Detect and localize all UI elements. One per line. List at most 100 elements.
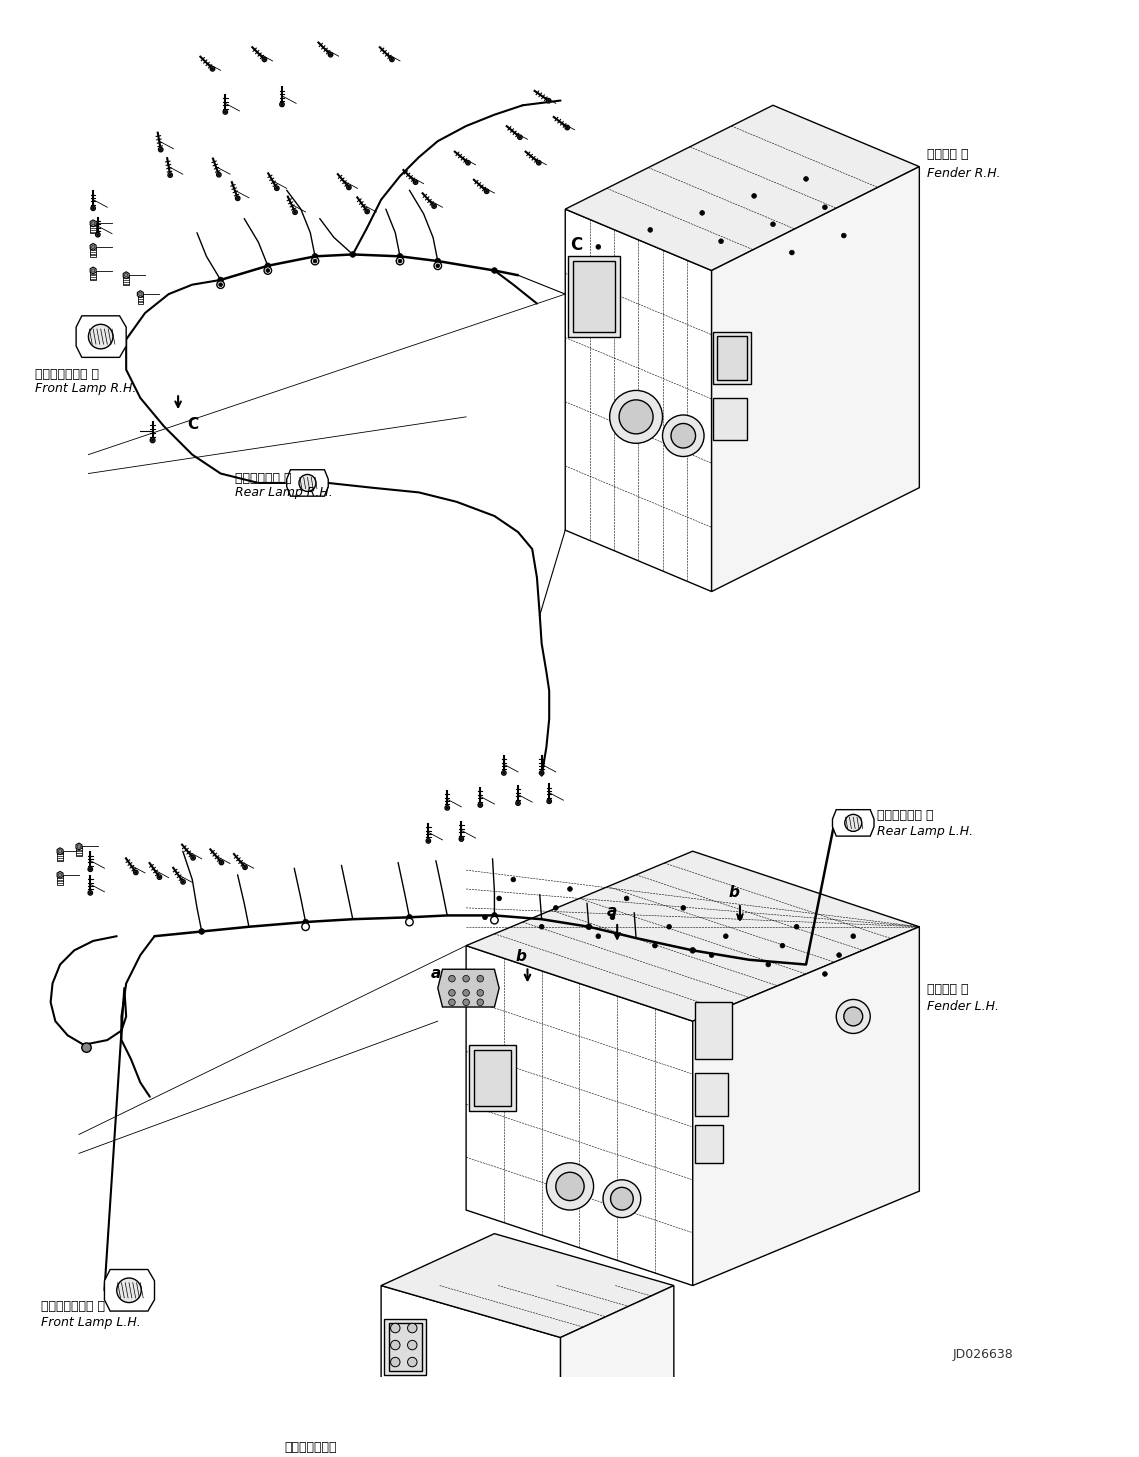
Circle shape [653, 943, 657, 949]
Circle shape [449, 975, 456, 982]
Bar [695, 1125, 723, 1163]
Circle shape [405, 918, 413, 925]
Polygon shape [57, 871, 63, 879]
Polygon shape [76, 847, 82, 857]
Circle shape [280, 102, 285, 106]
Circle shape [264, 267, 271, 274]
Circle shape [391, 1323, 400, 1333]
Bar [469, 1045, 516, 1110]
Circle shape [671, 424, 696, 447]
Circle shape [243, 865, 247, 870]
Text: リヤーランプ 右: リヤーランプ 右 [235, 472, 292, 485]
Circle shape [554, 905, 558, 911]
Polygon shape [565, 210, 712, 592]
Circle shape [432, 204, 436, 208]
Circle shape [216, 281, 224, 288]
Circle shape [466, 160, 470, 165]
Circle shape [434, 262, 442, 270]
Circle shape [263, 58, 265, 61]
Circle shape [413, 181, 418, 185]
Circle shape [699, 211, 705, 216]
Circle shape [408, 1323, 417, 1333]
Circle shape [624, 896, 629, 900]
Circle shape [567, 887, 572, 892]
Circle shape [789, 251, 794, 255]
Circle shape [224, 111, 227, 114]
Circle shape [427, 839, 429, 842]
Polygon shape [138, 294, 144, 305]
Text: フェンダ 左: フェンダ 左 [927, 983, 968, 997]
Circle shape [491, 916, 498, 924]
Circle shape [603, 1180, 641, 1218]
Circle shape [391, 1358, 400, 1367]
Polygon shape [57, 874, 63, 884]
Circle shape [262, 57, 267, 61]
Circle shape [611, 915, 615, 919]
Circle shape [539, 924, 544, 930]
Bar [388, 1323, 421, 1371]
Circle shape [794, 924, 798, 930]
Circle shape [492, 268, 498, 274]
Circle shape [723, 934, 728, 938]
Circle shape [298, 475, 316, 491]
Circle shape [294, 211, 296, 213]
Circle shape [609, 390, 663, 443]
Circle shape [124, 274, 128, 277]
Circle shape [216, 172, 221, 176]
Circle shape [350, 252, 355, 258]
Circle shape [399, 259, 402, 262]
Circle shape [497, 896, 501, 900]
Circle shape [364, 210, 369, 214]
Circle shape [89, 868, 91, 870]
Circle shape [771, 221, 776, 227]
Circle shape [842, 233, 846, 237]
Circle shape [407, 915, 412, 921]
Circle shape [477, 1000, 484, 1005]
Circle shape [492, 912, 498, 918]
Circle shape [765, 962, 771, 967]
Circle shape [223, 109, 228, 114]
Circle shape [151, 439, 154, 441]
Polygon shape [76, 844, 82, 849]
Circle shape [89, 325, 113, 348]
Circle shape [159, 149, 162, 152]
Text: a: a [431, 966, 441, 981]
Circle shape [540, 772, 543, 774]
Text: Front Lamp L.H.: Front Lamp L.H. [41, 1316, 141, 1329]
Circle shape [328, 52, 333, 57]
Circle shape [276, 186, 278, 189]
Bar [713, 332, 752, 383]
Polygon shape [833, 810, 874, 836]
Bar [695, 1002, 732, 1059]
Circle shape [219, 283, 222, 287]
Circle shape [280, 103, 284, 106]
Circle shape [548, 99, 550, 102]
Polygon shape [565, 105, 919, 271]
Circle shape [648, 227, 653, 232]
Text: b: b [729, 886, 739, 900]
Circle shape [436, 264, 440, 268]
Circle shape [738, 915, 743, 919]
Polygon shape [693, 927, 919, 1285]
Circle shape [556, 1173, 584, 1201]
Circle shape [837, 953, 842, 957]
Polygon shape [712, 166, 919, 592]
Circle shape [311, 258, 319, 265]
Circle shape [462, 1000, 469, 1005]
Text: Front Lamp R.H.: Front Lamp R.H. [34, 382, 136, 395]
Circle shape [293, 210, 297, 214]
Circle shape [483, 915, 487, 919]
Circle shape [211, 67, 214, 70]
Circle shape [346, 185, 351, 189]
Circle shape [449, 989, 456, 997]
Circle shape [96, 233, 100, 237]
Circle shape [596, 934, 600, 938]
Text: Rear Lamp L.H.: Rear Lamp L.H. [877, 825, 973, 838]
Circle shape [265, 262, 271, 268]
Circle shape [158, 876, 161, 879]
Bar [474, 1049, 511, 1106]
Circle shape [666, 924, 672, 930]
Text: JD026638: JD026638 [952, 1348, 1014, 1361]
Text: a: a [606, 905, 616, 919]
Text: フロントランプ 右: フロントランプ 右 [34, 367, 99, 380]
